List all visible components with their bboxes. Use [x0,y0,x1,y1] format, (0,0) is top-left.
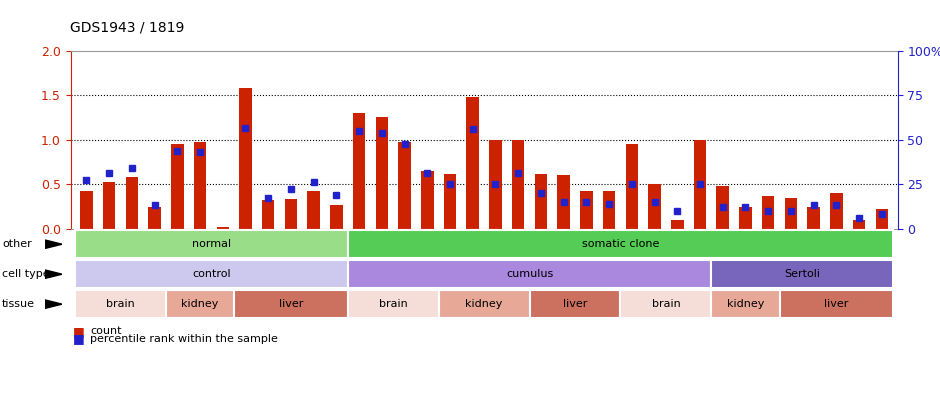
Bar [603,192,616,229]
Bar [262,200,274,229]
Text: other: other [2,239,32,249]
Bar [853,220,866,229]
Bar [194,143,206,229]
Text: GDS1943 / 1819: GDS1943 / 1819 [70,20,185,34]
Text: normal: normal [192,239,231,249]
Text: ■: ■ [73,325,85,338]
Text: kidney: kidney [465,299,503,309]
Bar [557,175,570,229]
Bar [352,113,366,229]
Text: liver: liver [279,299,303,309]
Bar [671,220,683,229]
Bar [421,171,433,229]
Bar [102,183,116,229]
Bar [807,207,820,229]
Bar [762,196,775,229]
Bar [535,174,547,229]
Bar [307,192,320,229]
Bar [80,192,93,229]
Bar [580,192,592,229]
Text: tissue: tissue [2,299,35,309]
Bar [649,184,661,229]
Bar [512,140,525,229]
Bar [240,88,252,229]
Text: kidney: kidney [727,299,764,309]
Text: brain: brain [379,299,408,309]
Text: liver: liver [824,299,849,309]
Text: percentile rank within the sample: percentile rank within the sample [90,334,278,344]
Bar [399,143,411,229]
Text: cumulus: cumulus [506,269,553,279]
Bar [376,117,388,229]
Bar [739,207,752,229]
Bar [489,140,502,229]
Bar [625,144,638,229]
Bar [216,227,229,229]
Bar [126,177,138,229]
Bar [830,193,842,229]
Bar [330,205,343,229]
Text: ■: ■ [73,333,85,345]
Text: somatic clone: somatic clone [582,239,659,249]
Bar [444,174,456,229]
Text: brain: brain [651,299,681,309]
Polygon shape [45,300,62,308]
Text: control: control [192,269,230,279]
Polygon shape [45,240,62,248]
Bar [694,140,706,229]
Text: count: count [90,326,122,336]
Bar [149,207,161,229]
Text: kidney: kidney [181,299,219,309]
Bar [285,199,297,229]
Text: Sertoli: Sertoli [784,269,821,279]
Bar [466,97,479,229]
Polygon shape [45,270,62,278]
Bar [785,198,797,229]
Bar [716,186,728,229]
Bar [875,209,888,229]
Bar [171,144,183,229]
Text: cell type: cell type [2,269,50,279]
Text: brain: brain [106,299,134,309]
Text: liver: liver [563,299,588,309]
